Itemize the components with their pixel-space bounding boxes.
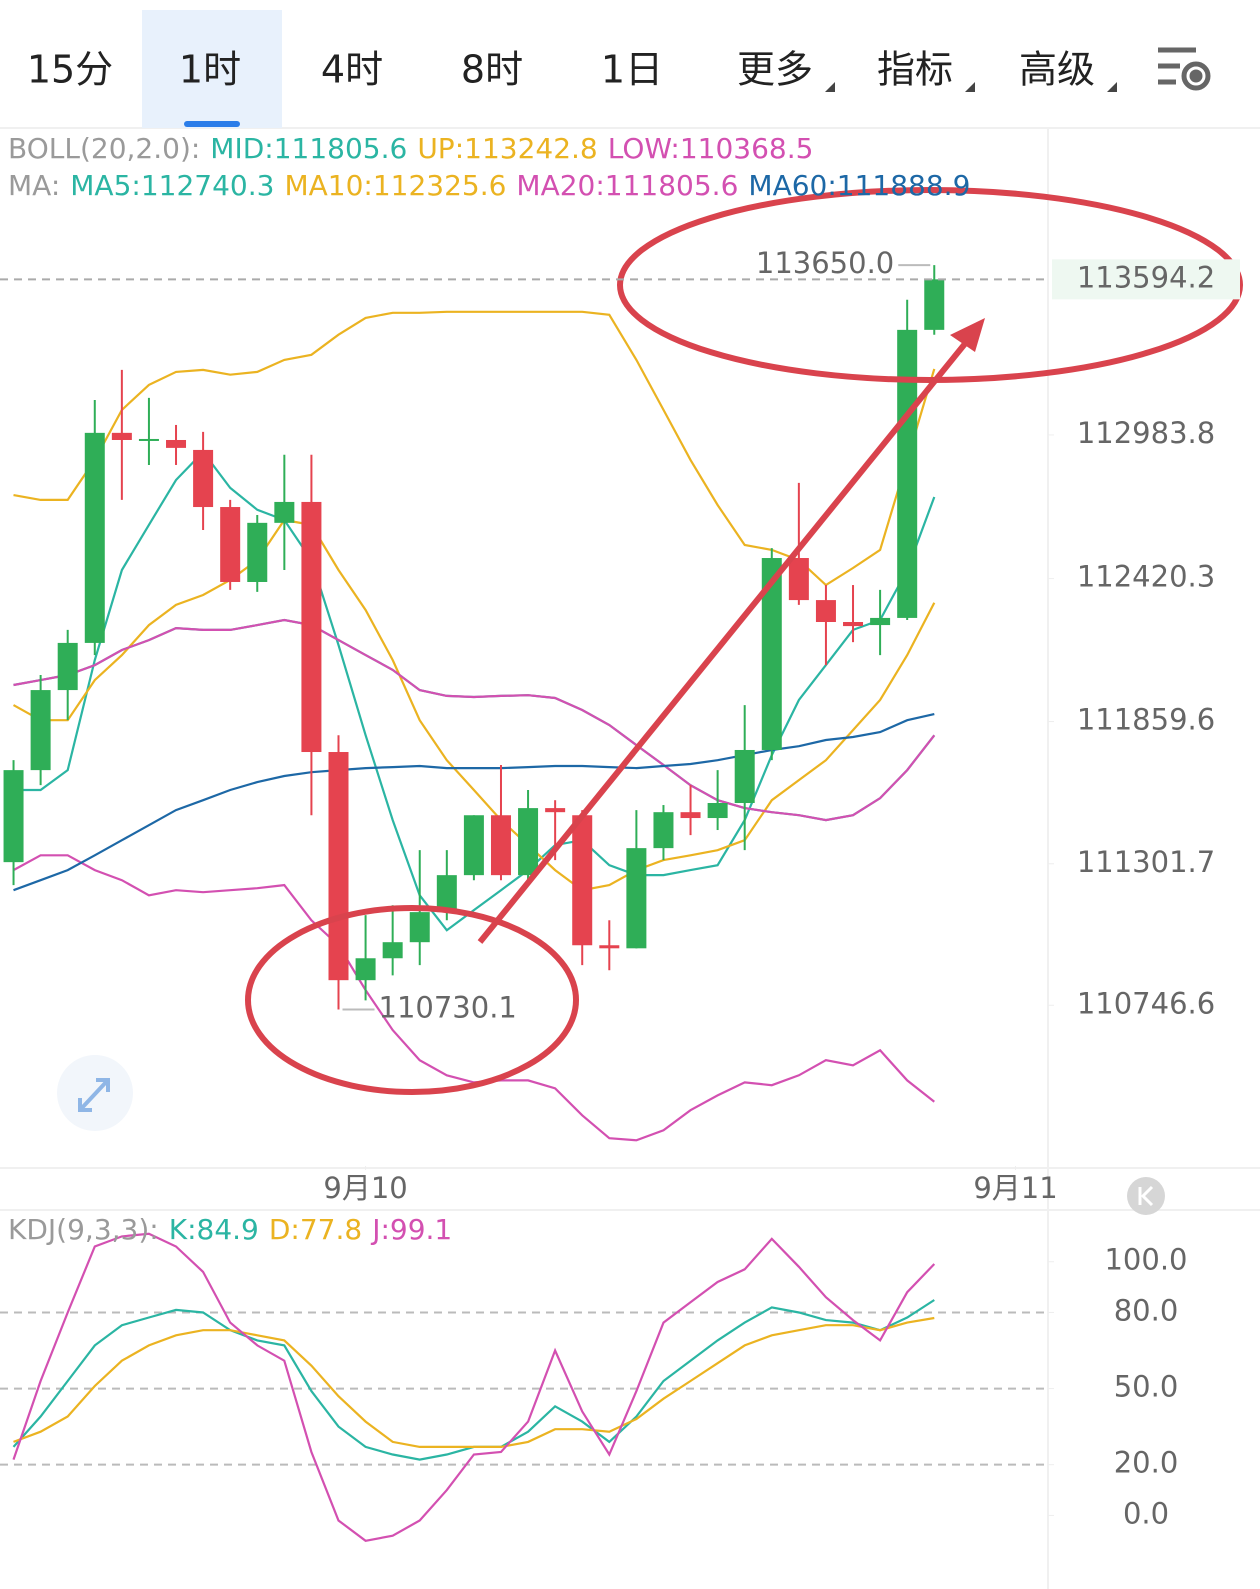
x-tick-label: 9月10 [323,1171,407,1205]
indicator-line [12,1232,936,1542]
dropdown-caret [825,82,835,92]
candle-body [84,432,105,643]
dropdown-caret [965,82,975,92]
last-price-label: 113594.2 [1077,260,1215,294]
dropdown-caret [1107,82,1117,92]
candle-body [843,622,864,627]
candle-body [355,958,376,981]
indicator-line [12,518,936,892]
legend-entry: K:84.9 [169,1213,259,1246]
candle-body [220,507,241,582]
y-tick-label: 100.0 [1104,1243,1187,1277]
tab-bar: 15分 1时 4时 8时 1日 更多 指标 高级 [27,10,1117,128]
legend-entry: MID:111805.6 [210,132,407,165]
candle-body [463,815,484,876]
candle-body [788,558,809,601]
legend-entry: MA20:111805.6 [516,169,738,202]
legend-entry: LOW:110368.5 [608,132,814,165]
candle-body [680,812,701,819]
tab[interactable]: 1时 [179,48,241,92]
expand-button[interactable] [57,1055,133,1131]
candle-body [409,912,430,943]
candle-body [111,432,132,440]
candle-body [626,848,647,949]
plot-area [0,1232,1048,1542]
legend-row: MA: MA5:112740.3 MA10:112325.6 MA20:111805.… [8,169,970,202]
legend-entry: MA5:112740.3 [70,169,274,202]
candle-body [707,803,728,819]
trend-arrow [477,338,971,944]
y-tick-label: 111859.6 [1077,703,1215,737]
y-tick-label: 111301.7 [1077,845,1215,879]
settings-icon[interactable] [1158,47,1211,91]
candle-body [247,522,268,582]
legend-label: KDJ(9,3,3): [8,1213,159,1246]
candle-body [815,600,836,623]
indicator-line [13,1316,935,1448]
candle-body [382,942,403,959]
candle-body [870,617,891,626]
candle-body [138,438,159,441]
candle-body [328,752,349,981]
active-tab-bg [142,10,282,128]
active-tab-indicator [184,121,240,127]
tab[interactable]: 1日 [601,48,663,92]
legend-label: BOLL(20,2.0): [8,132,200,165]
candle-body [653,812,674,849]
extreme-label: 113650.0 [756,246,894,280]
legend-row: BOLL(20,2.0): MID:111805.6 UP:113242.8 LOW:… [8,132,813,165]
candle-body [924,279,945,330]
y-tick-label: 110746.6 [1077,986,1215,1020]
tab[interactable]: 4时 [321,48,383,92]
highlight-ellipse [245,905,579,1095]
tab[interactable]: 8时 [461,48,523,92]
tab[interactable]: 15分 [27,48,113,92]
legend-entry: J:99.1 [370,1213,452,1246]
indicator-line [13,310,936,587]
y-tick-label: 112983.8 [1077,416,1215,450]
legend-entry: MA10:112325.6 [284,169,506,202]
y-tick-label: 20.0 [1114,1446,1179,1480]
legend-row: KDJ(9,3,3): K:84.9 D:77.8 J:99.1 [8,1213,452,1246]
legend-entry: UP:113242.8 [417,132,597,165]
legend-label: MA: [8,169,60,202]
candle-body [490,815,511,876]
reset-button[interactable] [1127,1177,1165,1215]
candle-body [57,642,78,691]
legend-entry: D:77.8 [269,1213,362,1246]
last-price-box [1052,259,1240,300]
candle-body [599,945,620,949]
dropdown-tab[interactable]: 指标 [877,48,953,92]
candle-body [518,808,539,876]
candle-body [30,690,51,771]
candle-body [545,808,566,813]
legend-entry: MA60:111888.9 [748,169,970,202]
candle-body [193,449,214,508]
arrow-head [950,318,985,352]
dropdown-tab[interactable]: 更多 [737,48,813,92]
candle-body [734,749,755,804]
candle-body [897,329,918,618]
candle-body [166,439,187,448]
indicator-line [12,1299,935,1461]
candle-body [3,770,24,863]
y-tick-label: 80.0 [1114,1293,1179,1327]
x-tick-label: 9月11 [973,1171,1057,1205]
candle-body [274,501,295,523]
y-tick-label: 112420.3 [1077,560,1215,594]
candle-body [436,875,457,913]
dropdown-tab[interactable]: 高级 [1019,48,1095,92]
indicator-line [13,618,936,822]
y-tick-label: 50.0 [1114,1370,1179,1404]
candle-body [572,815,593,946]
y-tick-label: 0.0 [1123,1496,1169,1530]
candle-body [761,558,782,750]
extreme-label: 110730.1 [379,990,517,1024]
chart-layer [0,265,1048,1542]
candle-body [301,501,322,753]
